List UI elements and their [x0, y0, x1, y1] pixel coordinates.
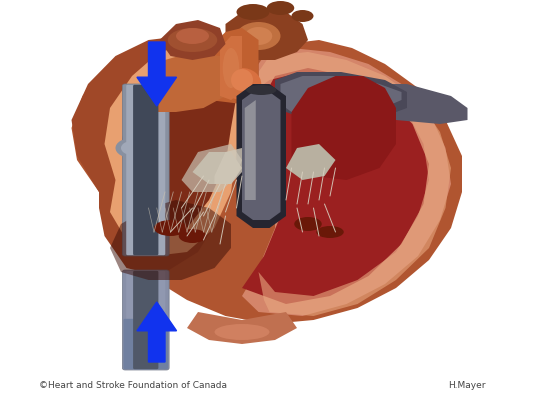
Polygon shape — [245, 100, 256, 200]
FancyBboxPatch shape — [123, 319, 168, 369]
Ellipse shape — [236, 22, 280, 50]
FancyBboxPatch shape — [133, 271, 158, 369]
Polygon shape — [160, 20, 226, 60]
Ellipse shape — [316, 226, 344, 238]
Ellipse shape — [231, 69, 253, 91]
Polygon shape — [192, 152, 242, 184]
FancyArrow shape — [137, 302, 177, 362]
Ellipse shape — [223, 48, 239, 88]
Polygon shape — [72, 36, 258, 276]
FancyBboxPatch shape — [133, 85, 158, 255]
Polygon shape — [121, 60, 236, 236]
Polygon shape — [286, 144, 336, 180]
Polygon shape — [374, 84, 467, 124]
Ellipse shape — [245, 27, 272, 45]
Ellipse shape — [214, 324, 270, 340]
Polygon shape — [187, 312, 297, 344]
Polygon shape — [72, 40, 462, 324]
Text: ©Heart and Stroke Foundation of Canada: ©Heart and Stroke Foundation of Canada — [39, 381, 227, 390]
Ellipse shape — [176, 28, 209, 44]
Polygon shape — [209, 28, 258, 104]
Polygon shape — [258, 52, 451, 316]
Polygon shape — [148, 52, 231, 112]
Polygon shape — [226, 8, 308, 60]
Ellipse shape — [236, 4, 270, 20]
Polygon shape — [182, 144, 242, 192]
Ellipse shape — [154, 220, 187, 236]
Polygon shape — [110, 200, 231, 280]
FancyBboxPatch shape — [126, 271, 165, 369]
Polygon shape — [275, 72, 407, 120]
Polygon shape — [236, 84, 286, 228]
Ellipse shape — [223, 68, 261, 100]
Ellipse shape — [116, 138, 148, 158]
Polygon shape — [242, 92, 280, 220]
FancyBboxPatch shape — [122, 270, 169, 370]
FancyBboxPatch shape — [122, 84, 169, 256]
Ellipse shape — [292, 10, 313, 22]
Ellipse shape — [168, 28, 217, 52]
Ellipse shape — [121, 141, 143, 155]
FancyBboxPatch shape — [126, 85, 165, 255]
Polygon shape — [242, 48, 451, 316]
Polygon shape — [242, 68, 429, 304]
Text: H.Mayer: H.Mayer — [448, 381, 486, 390]
Ellipse shape — [179, 229, 206, 243]
Ellipse shape — [294, 217, 322, 231]
Polygon shape — [280, 76, 402, 116]
Ellipse shape — [246, 85, 276, 95]
Ellipse shape — [267, 1, 294, 15]
Polygon shape — [292, 76, 396, 180]
FancyArrow shape — [137, 42, 177, 106]
Polygon shape — [214, 148, 242, 184]
Polygon shape — [220, 36, 242, 100]
Polygon shape — [104, 44, 253, 256]
